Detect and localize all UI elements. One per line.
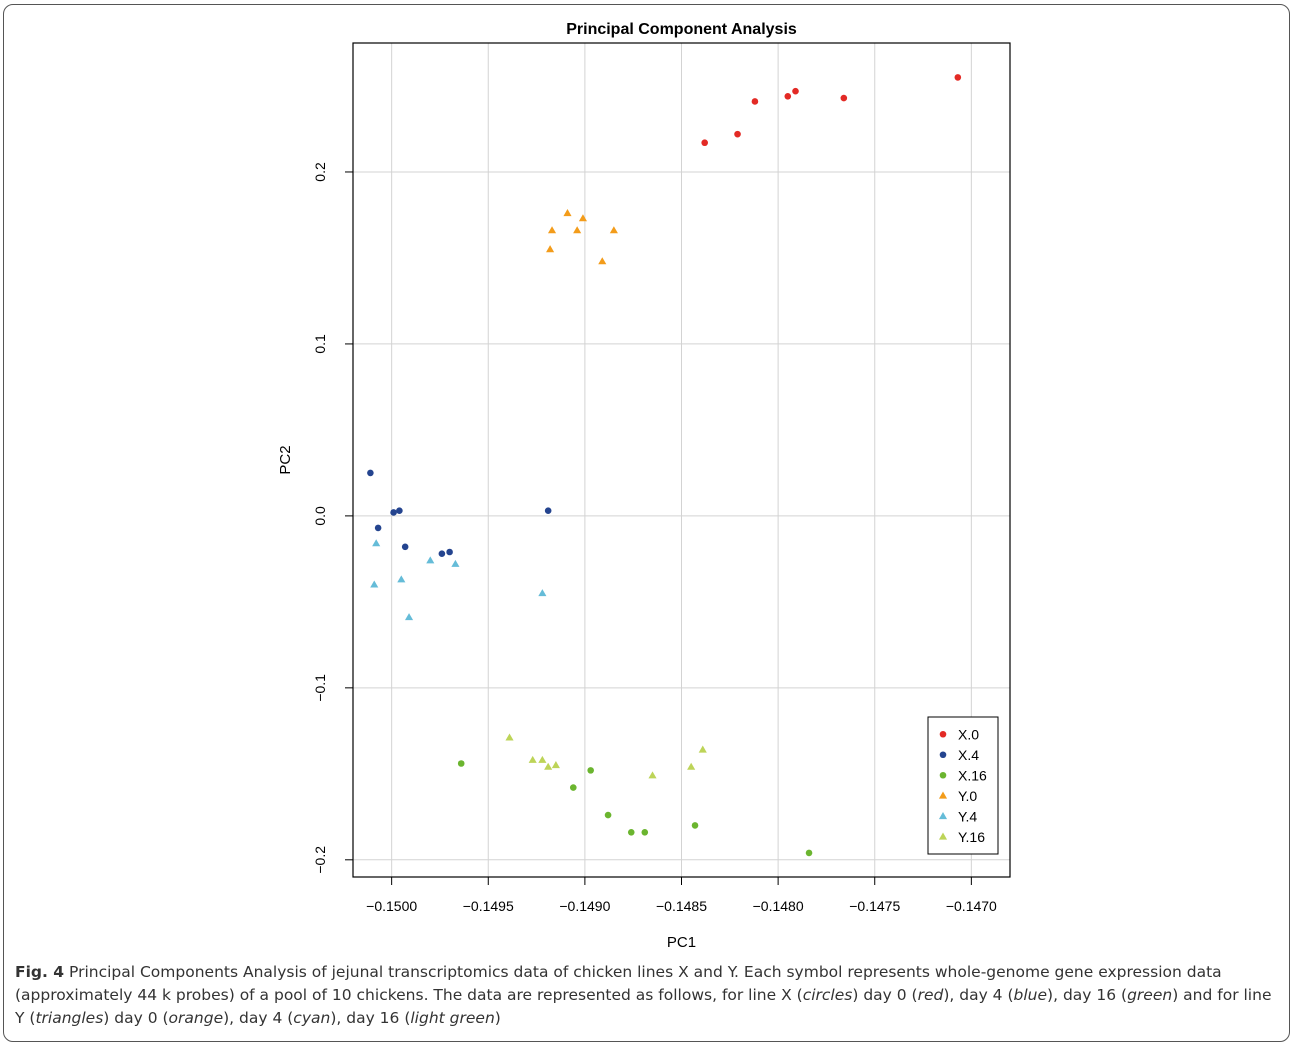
- data-point: [426, 556, 435, 564]
- figure-frame: [3, 4, 1290, 1042]
- x-tick-label: −0.1475: [849, 898, 900, 914]
- data-point: [609, 226, 618, 234]
- legend-marker: [938, 791, 948, 799]
- data-point: [538, 589, 547, 597]
- legend-label: Y.0: [958, 788, 977, 804]
- data-point: [641, 828, 649, 836]
- pca-scatter-chart: Principal Component Analysis PC1 PC2 −0.…: [277, 21, 1011, 951]
- caption-term: blue: [1013, 986, 1048, 1004]
- legend-label: Y.16: [958, 829, 985, 845]
- y-tick-label: 0.2: [312, 162, 328, 182]
- legend-label: X.0: [958, 726, 979, 742]
- legend-label: X.16: [958, 767, 987, 783]
- legend-label: Y.4: [958, 808, 977, 824]
- legend-label: X.4: [958, 747, 979, 763]
- data-point: [701, 139, 708, 147]
- caption-term: triangles: [35, 1009, 104, 1027]
- y-axis: −0.2 −0.1 0.0 0.1 0.2: [312, 162, 353, 874]
- data-point: [840, 94, 848, 102]
- data-point: [397, 575, 406, 583]
- data-point: [698, 745, 707, 753]
- caption-text: ) and for line Y (: [15, 986, 1272, 1027]
- legend-marker: [939, 751, 947, 759]
- legend-marker: [938, 812, 948, 820]
- caption-term: light green: [410, 1009, 495, 1027]
- data-point: [598, 257, 607, 265]
- x-tick-label: −0.1495: [463, 898, 514, 914]
- data-point: [538, 755, 547, 763]
- y-tick-label: −0.2: [312, 846, 328, 874]
- caption-term: circles: [802, 986, 853, 1004]
- legend-marker: [938, 832, 948, 840]
- grid-lines: [353, 43, 1010, 877]
- data-point: [401, 543, 409, 551]
- x-tick-label: −0.1500: [366, 898, 417, 914]
- data-point: [451, 559, 460, 567]
- data-point: [627, 828, 635, 836]
- data-point: [544, 507, 552, 515]
- data-point: [390, 509, 397, 516]
- x-tick-label: −0.1490: [559, 898, 610, 914]
- x-tick-label: −0.1470: [946, 898, 997, 914]
- chart-title: Principal Component Analysis: [566, 21, 797, 38]
- caption-term: cyan: [293, 1009, 331, 1027]
- caption-text: Principal Components Analysis of jejunal…: [15, 963, 1222, 1004]
- data-point: [544, 762, 553, 770]
- data-point: [374, 524, 382, 532]
- y-tick-label: 0.1: [312, 334, 328, 354]
- data-point: [370, 580, 379, 588]
- data-point: [604, 811, 612, 819]
- data-point: [578, 214, 588, 222]
- data-point: [569, 784, 577, 791]
- data-point: [734, 130, 741, 138]
- data-point: [551, 761, 560, 769]
- data-point: [805, 849, 813, 857]
- data-point: [404, 613, 414, 621]
- caption-text: ): [494, 1009, 501, 1027]
- caption-term: green: [1127, 986, 1173, 1004]
- data-point: [648, 771, 657, 779]
- x-tick-label: −0.1480: [753, 898, 804, 914]
- y-axis-label: PC2: [277, 445, 294, 474]
- caption-text: ), day 4 (: [943, 986, 1014, 1004]
- caption-text: ) day 0 (: [852, 986, 918, 1004]
- data-points: [367, 74, 962, 857]
- data-point: [528, 755, 537, 763]
- data-point: [367, 469, 374, 477]
- x-tick-label: −0.1485: [656, 898, 707, 914]
- data-point: [563, 209, 572, 217]
- data-point: [546, 245, 555, 253]
- data-point: [396, 507, 403, 515]
- data-point: [751, 98, 759, 105]
- data-point: [438, 550, 446, 558]
- legend-marker: [939, 730, 947, 738]
- caption-text: ) day 0 (: [103, 1009, 169, 1027]
- data-point: [573, 226, 582, 234]
- caption-label: Fig. 4: [15, 963, 65, 981]
- caption-text: ), day 16 (: [330, 1009, 411, 1027]
- y-tick-label: −0.1: [312, 674, 328, 702]
- data-point: [687, 762, 696, 770]
- data-point: [457, 760, 465, 767]
- legend-box: [927, 716, 999, 855]
- data-point: [547, 226, 557, 234]
- caption-text: ), day 4 (: [223, 1009, 294, 1027]
- data-point: [784, 93, 792, 100]
- legend-marker: [939, 771, 947, 779]
- data-point: [691, 822, 699, 829]
- data-point: [587, 767, 594, 774]
- figure-caption: Fig. 4 Principal Components Analysis of …: [15, 961, 1277, 1030]
- x-axis-label: PC1: [667, 934, 696, 951]
- legend: X.0 X.4 X.16 Y.0 Y.4 Y.16: [927, 716, 999, 855]
- data-point: [505, 733, 514, 741]
- y-tick-label: 0.0: [312, 506, 328, 526]
- x-axis: −0.1500 −0.1495 −0.1490 −0.1485 −0.1480 −0.14…: [366, 877, 997, 914]
- caption-text: ), day 16 (: [1047, 986, 1128, 1004]
- data-point: [792, 87, 799, 95]
- data-point: [372, 539, 381, 547]
- caption-term: orange: [168, 1009, 224, 1027]
- caption-term: red: [917, 986, 944, 1004]
- data-point: [954, 74, 962, 81]
- data-point: [446, 548, 453, 556]
